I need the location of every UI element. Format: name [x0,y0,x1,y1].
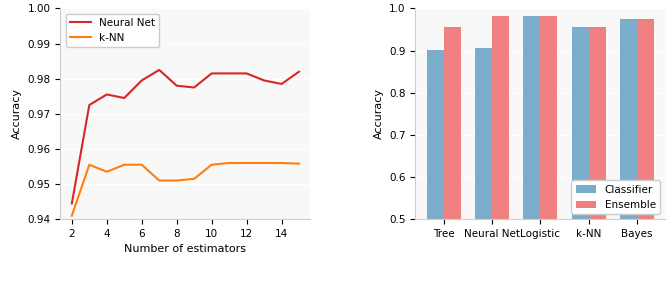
Bar [572,28,589,281]
k-NN [225,161,233,165]
k-NN [260,161,268,165]
k-NN [155,179,163,182]
Bar [637,19,654,281]
Y-axis label: Accuracy: Accuracy [12,88,22,139]
k-NN [208,163,216,166]
X-axis label: Number of estimators: Number of estimators [124,244,247,255]
Neural Net [120,96,128,100]
Neural Net [225,72,233,75]
Neural Net [278,82,286,86]
Bar [540,16,557,281]
k-NN [190,177,198,180]
k-NN [173,179,181,182]
Neural Net [155,68,163,72]
Legend: Neural Net, k-NN: Neural Net, k-NN [66,14,159,47]
Bar [444,28,460,281]
Y-axis label: Accuracy: Accuracy [374,88,384,139]
k-NN [85,163,93,166]
Line: Neural Net: Neural Net [72,70,299,203]
Bar [475,48,492,281]
k-NN [68,214,76,217]
Neural Net [260,79,268,82]
k-NN [243,161,251,165]
Neural Net [138,79,146,82]
Legend: Classifier, Ensemble: Classifier, Ensemble [571,180,660,214]
k-NN [120,163,128,166]
Bar [620,19,637,281]
Line: k-NN: k-NN [72,163,299,216]
Bar [492,16,509,281]
Neural Net [208,72,216,75]
Bar [589,28,605,281]
k-NN [278,161,286,165]
Neural Net [85,103,93,107]
Neural Net [243,72,251,75]
Neural Net [190,86,198,89]
k-NN [138,163,146,166]
Neural Net [173,84,181,87]
Bar [427,50,444,281]
k-NN [103,170,111,173]
Neural Net [295,70,303,73]
Neural Net [68,202,76,205]
k-NN [295,162,303,165]
Neural Net [103,93,111,96]
Bar [523,16,540,281]
